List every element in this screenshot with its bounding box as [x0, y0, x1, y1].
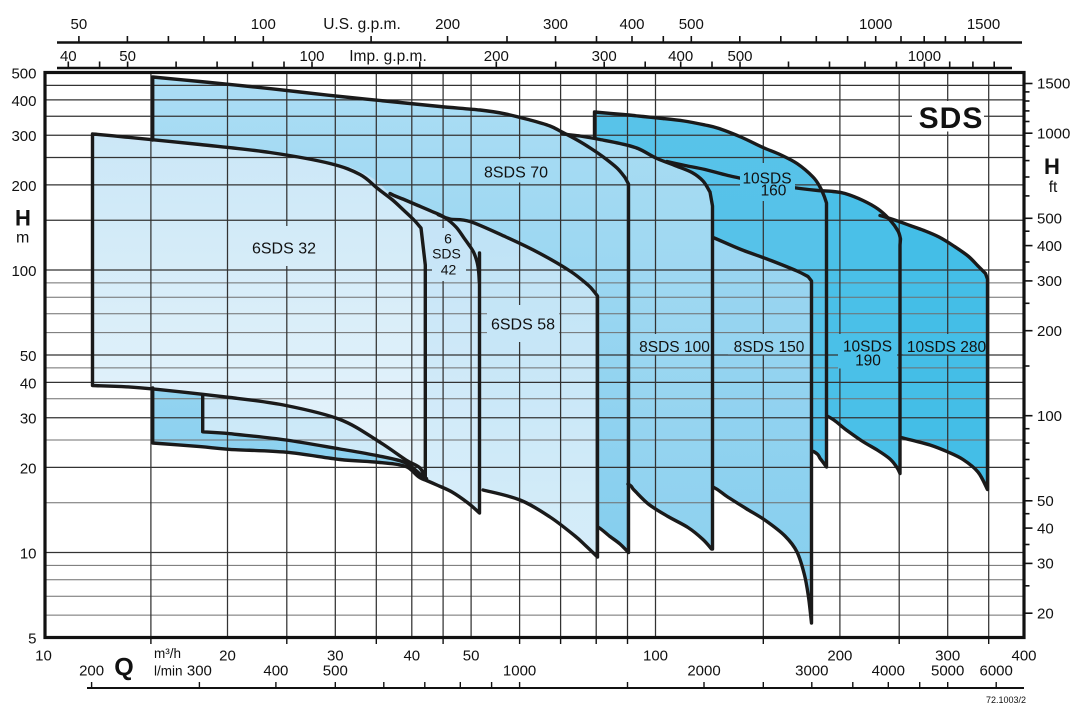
- svg-text:400: 400: [1037, 238, 1062, 255]
- svg-text:6SDS 58: 6SDS 58: [491, 317, 555, 334]
- svg-text:200: 200: [827, 648, 852, 665]
- svg-text:50: 50: [20, 348, 37, 365]
- svg-text:U.S. g.p.m.: U.S. g.p.m.: [323, 16, 401, 33]
- svg-text:40: 40: [1037, 520, 1054, 537]
- svg-text:40: 40: [20, 375, 37, 392]
- svg-text:30: 30: [20, 411, 37, 428]
- svg-text:H: H: [15, 206, 31, 231]
- svg-text:100: 100: [643, 648, 668, 665]
- svg-text:30: 30: [1037, 556, 1054, 573]
- svg-text:40: 40: [60, 48, 77, 65]
- svg-text:72.1003/2: 72.1003/2: [986, 695, 1026, 705]
- svg-text:400: 400: [11, 93, 36, 110]
- svg-text:H: H: [1044, 154, 1060, 179]
- svg-text:200: 200: [435, 16, 460, 33]
- svg-text:500: 500: [11, 66, 36, 83]
- svg-text:500: 500: [727, 48, 752, 65]
- svg-text:8SDS 70: 8SDS 70: [484, 165, 548, 182]
- svg-text:8SDS 100: 8SDS 100: [639, 339, 710, 356]
- svg-text:5000: 5000: [931, 663, 964, 680]
- svg-text:10: 10: [20, 546, 37, 563]
- svg-text:1000: 1000: [1037, 125, 1070, 142]
- svg-text:l/min: l/min: [154, 664, 183, 679]
- svg-text:1000: 1000: [908, 48, 941, 65]
- svg-text:1500: 1500: [967, 16, 1000, 33]
- svg-text:30: 30: [327, 648, 344, 665]
- svg-text:4000: 4000: [872, 663, 905, 680]
- svg-text:200: 200: [79, 663, 104, 680]
- svg-text:100: 100: [1037, 408, 1062, 425]
- svg-text:300: 300: [543, 16, 568, 33]
- svg-text:190: 190: [855, 353, 881, 370]
- svg-text:6SDS 32: 6SDS 32: [252, 241, 316, 258]
- svg-text:6: 6: [444, 231, 452, 247]
- svg-text:10SDS: 10SDS: [843, 339, 892, 356]
- svg-text:50: 50: [119, 48, 136, 65]
- svg-text:50: 50: [71, 16, 88, 33]
- svg-text:ft: ft: [1049, 179, 1058, 196]
- svg-text:400: 400: [668, 48, 693, 65]
- svg-text:50: 50: [1037, 493, 1054, 510]
- svg-text:1500: 1500: [1037, 76, 1070, 93]
- svg-text:Q: Q: [114, 654, 133, 682]
- svg-text:SDS: SDS: [919, 102, 984, 135]
- svg-text:Imp. g.p.m.: Imp. g.p.m.: [349, 48, 427, 65]
- svg-text:200: 200: [11, 178, 36, 195]
- svg-text:200: 200: [484, 48, 509, 65]
- svg-text:40: 40: [403, 648, 420, 665]
- svg-text:42: 42: [441, 262, 457, 278]
- svg-text:100: 100: [251, 16, 276, 33]
- svg-text:100: 100: [299, 48, 324, 65]
- svg-text:20: 20: [1037, 605, 1054, 622]
- svg-text:300: 300: [592, 48, 617, 65]
- svg-text:400: 400: [263, 663, 288, 680]
- svg-text:20: 20: [20, 460, 37, 477]
- svg-text:300: 300: [11, 128, 36, 145]
- svg-text:500: 500: [323, 663, 348, 680]
- svg-text:6000: 6000: [980, 663, 1013, 680]
- svg-text:400: 400: [619, 16, 644, 33]
- svg-text:10SDS: 10SDS: [742, 171, 791, 188]
- svg-text:160: 160: [761, 183, 787, 200]
- svg-text:10: 10: [35, 648, 52, 665]
- svg-text:10SDS 280: 10SDS 280: [907, 339, 987, 356]
- svg-text:8SDS 150: 8SDS 150: [734, 339, 805, 356]
- svg-text:200: 200: [1037, 323, 1062, 340]
- svg-text:400: 400: [1011, 648, 1036, 665]
- svg-text:5: 5: [28, 631, 36, 648]
- svg-text:1000: 1000: [503, 663, 536, 680]
- svg-text:1000: 1000: [859, 16, 892, 33]
- svg-text:3000: 3000: [795, 663, 828, 680]
- svg-text:300: 300: [935, 648, 960, 665]
- svg-text:m³/h: m³/h: [154, 646, 181, 661]
- svg-text:500: 500: [679, 16, 704, 33]
- svg-text:SDS: SDS: [432, 246, 461, 262]
- svg-text:300: 300: [1037, 273, 1062, 290]
- svg-text:20: 20: [219, 648, 236, 665]
- svg-text:50: 50: [463, 648, 480, 665]
- svg-text:300: 300: [187, 663, 212, 680]
- svg-text:500: 500: [1037, 211, 1062, 228]
- svg-text:m: m: [16, 230, 29, 247]
- svg-text:2000: 2000: [687, 663, 720, 680]
- svg-text:100: 100: [11, 263, 36, 280]
